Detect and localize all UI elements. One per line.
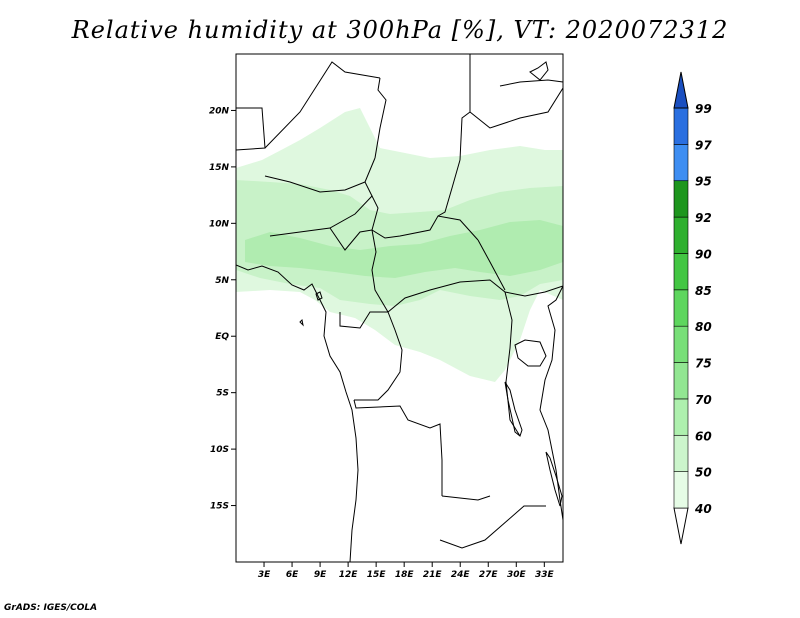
sao-tome-island <box>299 318 304 327</box>
lon-tick-label: 15E <box>367 570 387 580</box>
lat-tick-label: 5N <box>215 276 229 286</box>
lake-tanganyika <box>504 381 523 437</box>
border-chad-sudan <box>437 159 461 217</box>
colorbar-segment <box>673 253 689 291</box>
lat-tick-label: EQ <box>215 332 229 342</box>
map-title: Relative humidity at 300hPa [%], VT: 202… <box>71 16 729 44</box>
humidity-region-southern <box>410 298 520 365</box>
border-algeria-mali <box>264 61 381 149</box>
map-frame <box>235 53 564 563</box>
border-mauritania-mali <box>236 107 266 151</box>
colorbar-segment <box>673 471 689 509</box>
grads-credit: GrADS: IGES/COLA <box>4 603 98 613</box>
humidity-region-core <box>245 220 563 278</box>
island-marks <box>299 61 549 327</box>
country-boundaries <box>236 54 563 562</box>
coastline-east-africa <box>539 285 563 521</box>
lat-tick-label: 15N <box>209 163 230 173</box>
colorbar-over-triangle <box>673 71 689 109</box>
colorbar-segment <box>673 144 689 182</box>
humidity-region-band <box>236 180 563 306</box>
border-angola-zambia <box>441 495 491 501</box>
coastline-west-africa <box>236 264 359 562</box>
colorbar-segment <box>673 434 689 472</box>
border-drc-angola <box>353 399 443 496</box>
coastline-mediterranean <box>499 79 563 87</box>
lon-tick-label: 18E <box>395 570 415 580</box>
colorbar-segment <box>673 216 689 254</box>
colorbar-label: 80 <box>695 320 712 334</box>
lat-tick-label: 10S <box>210 445 229 455</box>
border-nigeria-north <box>269 195 379 237</box>
lat-tick-label: 15S <box>210 502 229 512</box>
colorbar-segment <box>673 325 689 363</box>
colorbar-segment <box>673 362 689 400</box>
border-cameroon-car <box>371 229 389 313</box>
lon-tick-label: 9E <box>314 570 327 580</box>
lon-tick-label: 24E <box>451 570 471 580</box>
border-sudan-south-sudan <box>477 239 506 291</box>
border-algeria-libya <box>374 77 387 159</box>
colorbar-label: 97 <box>695 138 712 152</box>
lat-tick-label: 5S <box>216 389 229 399</box>
lon-tick-label: 6E <box>286 570 299 580</box>
lon-tick-label: 12E <box>339 570 359 580</box>
border-nigeria-cameroon <box>329 215 479 251</box>
border-drc-east <box>504 291 521 437</box>
latitude-axis: 20N 15N 10N 5N EQ 5S 10S 15S <box>209 106 236 512</box>
border-car-drc <box>387 279 563 313</box>
lake-malawi <box>545 451 563 507</box>
colorbar-label: 60 <box>695 429 712 443</box>
lon-tick-label: 33E <box>535 570 555 580</box>
colorbar-label: 40 <box>694 502 712 516</box>
colorbar-label: 70 <box>695 393 712 407</box>
bioko-island <box>315 291 323 301</box>
lat-tick-label: 10N <box>209 219 230 229</box>
lon-tick-label: 27E <box>479 570 499 580</box>
lat-tick-label: 20N <box>209 106 230 116</box>
colorbar-label: 95 <box>695 175 712 189</box>
colorbar-label: 92 <box>695 211 712 225</box>
colorbar-segment <box>673 398 689 436</box>
colorbar: 40 50 60 70 75 80 85 90 92 95 97 99 <box>673 71 712 545</box>
colorbar-label: 50 <box>695 466 712 480</box>
lon-tick-label: 3E <box>258 570 271 580</box>
border-gabon-congo <box>339 311 403 401</box>
colorbar-segment <box>673 289 689 327</box>
colorbar-segment <box>673 107 689 145</box>
colorbar-label: 90 <box>695 247 712 261</box>
border-zambia-south <box>439 505 546 549</box>
colorbar-label: 75 <box>695 357 712 371</box>
colorbar-segment <box>673 180 689 218</box>
colorbar-label: 85 <box>695 284 712 298</box>
humidity-shading <box>236 108 563 382</box>
coastline-red-sea <box>469 87 563 129</box>
longitude-axis: 3E 6E 9E 12E 15E 18E 21E 24E 27E 30E 33E <box>258 562 555 580</box>
lake-victoria <box>514 339 547 367</box>
lon-tick-label: 30E <box>507 570 527 580</box>
border-mali-niger <box>264 175 366 193</box>
colorbar-label: 99 <box>695 102 712 116</box>
sinai-peninsula <box>529 61 549 81</box>
colorbar-under-triangle <box>673 507 689 545</box>
lon-tick-label: 21E <box>423 570 443 580</box>
border-libya-sudan <box>459 54 471 161</box>
